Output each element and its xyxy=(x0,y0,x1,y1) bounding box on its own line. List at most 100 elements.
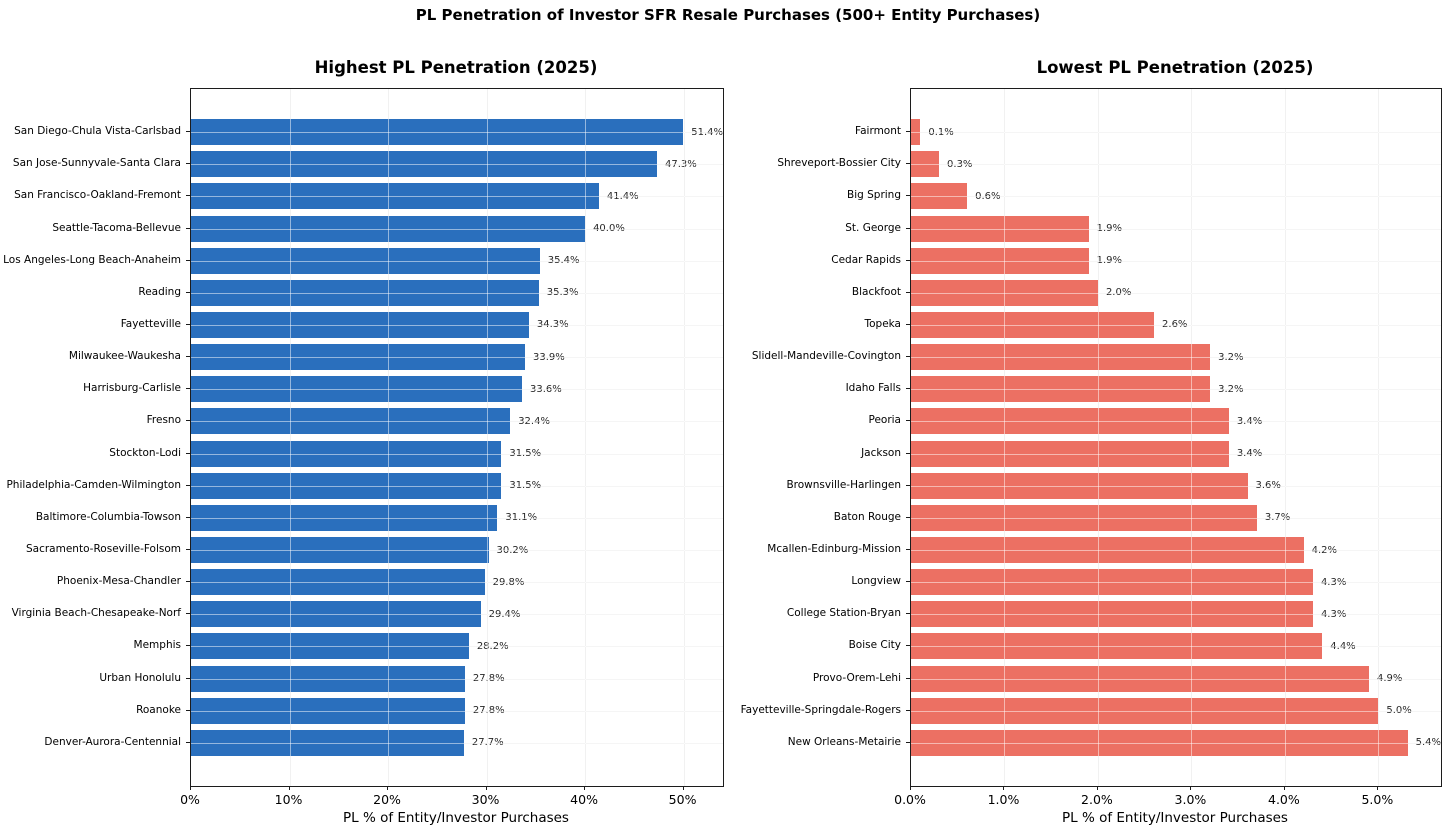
xtick-label: 0.0% xyxy=(894,792,926,807)
bar-row: 31.1% xyxy=(191,502,723,534)
bar-value-label: 33.6% xyxy=(530,383,562,395)
bar xyxy=(911,601,1313,628)
bar xyxy=(911,151,940,178)
bar-value-label: 35.4% xyxy=(547,255,580,267)
ytick-mark xyxy=(186,420,190,422)
xtick-label: 30% xyxy=(471,792,500,807)
bar xyxy=(911,183,968,210)
bar-value-label: 1.9% xyxy=(1096,223,1122,234)
ytick-mark xyxy=(186,388,190,390)
bar xyxy=(191,151,657,178)
bar-row: 31.5% xyxy=(191,438,723,470)
ytick-mark xyxy=(906,323,910,325)
ytick-label: Big Spring xyxy=(846,189,901,202)
ytick-label: Shreveport-Bossier City xyxy=(777,157,901,170)
ytick-mark xyxy=(186,516,190,518)
bar xyxy=(911,344,1211,371)
ytick-mark xyxy=(186,259,190,261)
bar xyxy=(191,119,684,146)
x-axis-label-1: PL % of Entity/Investor Purchases xyxy=(1062,810,1288,826)
ytick-label: Seattle-Tacoma-Bellevue xyxy=(52,221,181,234)
bar xyxy=(191,472,502,499)
bar-row: 5.4% xyxy=(911,727,1441,759)
xtick-mark xyxy=(485,786,487,790)
ytick-mark xyxy=(906,452,910,454)
bar-row: 1.9% xyxy=(911,212,1441,244)
bar-row: 3.4% xyxy=(911,405,1441,437)
xtick-label: 3.0% xyxy=(1174,792,1207,807)
ytick-mark xyxy=(186,484,190,486)
bar xyxy=(911,408,1229,435)
bar-row: 35.3% xyxy=(191,277,723,309)
bar-value-label: 27.8% xyxy=(472,705,505,717)
bar-value-label: 2.0% xyxy=(1105,287,1132,299)
figure-title: PL Penetration of Investor SFR Resale Pu… xyxy=(415,6,1041,24)
ytick-mark xyxy=(186,131,190,133)
bar-row: 29.8% xyxy=(191,566,723,598)
bar xyxy=(911,119,921,146)
ytick-label: Jackson xyxy=(861,446,901,459)
bar-value-label: 0.3% xyxy=(947,158,973,170)
bar-row: 2.0% xyxy=(911,277,1441,309)
bar-value-label: 27.8% xyxy=(472,673,505,685)
bar-row: 47.3% xyxy=(191,148,723,180)
ytick-mark xyxy=(906,645,910,647)
xtick-mark xyxy=(1283,786,1285,790)
ytick-mark xyxy=(186,195,190,197)
ytick-mark xyxy=(906,195,910,197)
bar-value-label: 3.7% xyxy=(1264,512,1291,524)
bar-row: 1.9% xyxy=(911,245,1441,277)
bar-row: 41.4% xyxy=(191,180,723,212)
bar xyxy=(191,279,539,306)
bar xyxy=(911,633,1323,660)
bar xyxy=(911,279,1098,306)
bar-value-label: 3.6% xyxy=(1255,480,1281,492)
ytick-label: Stockton-Lodi xyxy=(109,446,181,459)
bar-value-label: 5.0% xyxy=(1386,705,1412,717)
bar-row: 3.4% xyxy=(911,438,1441,470)
bar-value-label: 30.2% xyxy=(496,544,529,556)
ytick-label: Fayetteville-Springdale-Rogers xyxy=(740,703,901,716)
xtick-mark xyxy=(910,786,911,790)
ytick-mark xyxy=(186,549,190,551)
bar-row: 3.2% xyxy=(911,373,1441,405)
ytick-label: Brownsville-Harlingen xyxy=(786,478,901,491)
xtick-mark xyxy=(682,786,684,790)
bar-value-label: 4.3% xyxy=(1320,576,1347,588)
bar xyxy=(911,472,1248,499)
ytick-label: Memphis xyxy=(133,639,181,652)
xtick-label: 50% xyxy=(668,792,697,807)
bar-row: 4.2% xyxy=(911,534,1441,566)
bar-row: 35.4% xyxy=(191,245,723,277)
bar-row: 3.6% xyxy=(911,470,1441,502)
ytick-label: Topeka xyxy=(864,317,901,330)
xtick-mark xyxy=(584,786,586,790)
ytick-mark xyxy=(906,388,910,390)
xtick-label: 10% xyxy=(274,792,303,807)
ytick-mark xyxy=(906,227,910,229)
bar xyxy=(191,697,465,724)
bar xyxy=(191,247,540,274)
bar-row: 30.2% xyxy=(191,534,723,566)
bar xyxy=(191,440,502,467)
ytick-mark xyxy=(906,709,910,711)
bar xyxy=(191,311,529,338)
bar-row: 4.9% xyxy=(911,663,1441,695)
ytick-mark xyxy=(186,645,190,647)
bar xyxy=(191,537,489,563)
ytick-label: Blackfoot xyxy=(851,285,901,298)
bar xyxy=(191,665,465,692)
bar xyxy=(191,408,511,435)
bar xyxy=(911,311,1155,338)
xtick-label: 20% xyxy=(373,792,401,807)
ytick-label: Los Angeles-Long Beach-Anaheim xyxy=(3,253,181,266)
ytick-mark xyxy=(186,291,190,293)
bar-value-label: 47.3% xyxy=(664,158,697,170)
ytick-mark xyxy=(186,581,190,583)
bar-value-label: 29.4% xyxy=(488,608,521,620)
bar-row: 27.7% xyxy=(191,727,723,759)
ytick-label: College Station-Bryan xyxy=(786,607,901,620)
bar-row: 3.7% xyxy=(911,502,1441,534)
bar-value-label: 4.9% xyxy=(1377,673,1403,685)
